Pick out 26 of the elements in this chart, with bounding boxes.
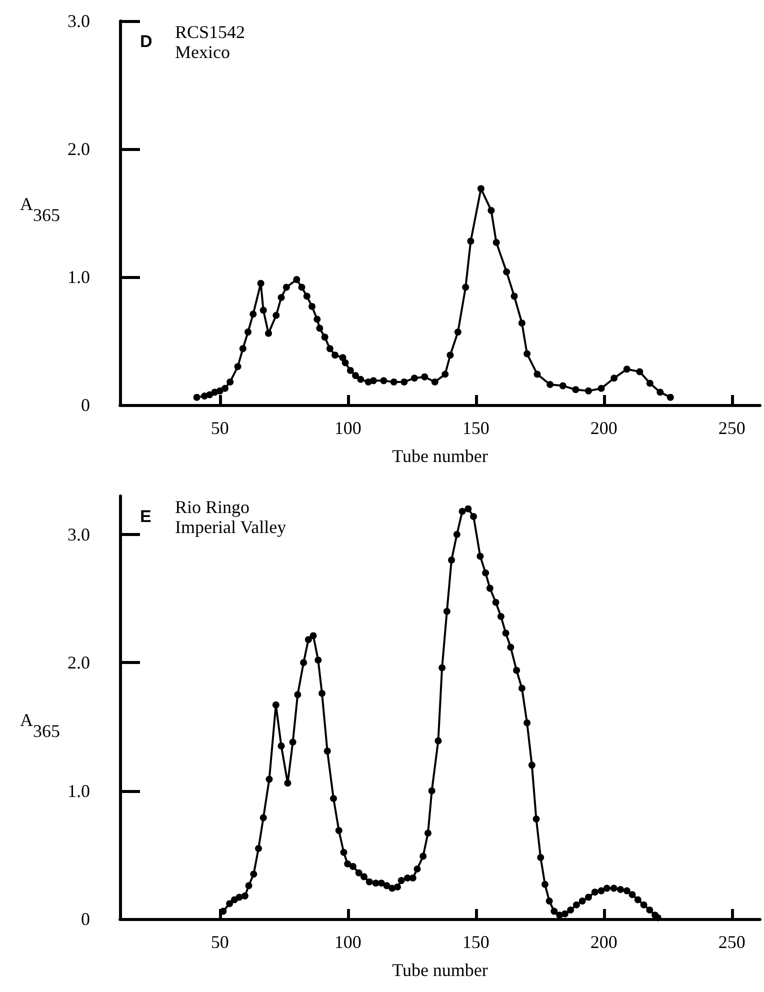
y-tick-label: 0 — [81, 395, 90, 415]
y-tick-label: 1.0 — [68, 267, 90, 287]
x-tick-label: 50 — [210, 418, 229, 438]
annotation: Rio Ringo — [175, 497, 250, 517]
annotation: Mexico — [175, 42, 230, 62]
x-tick-label: 150 — [462, 932, 490, 952]
y-tick-label: 3.0 — [68, 11, 90, 31]
y-tick-label: 3.0 — [68, 524, 90, 544]
x-tick-label: 100 — [334, 932, 362, 952]
annotation: Imperial Valley — [175, 517, 286, 537]
y-tick-label: 2.0 — [68, 139, 90, 159]
y-tick-label: 0 — [81, 909, 90, 929]
annotation: RCS1542 — [175, 22, 246, 42]
x-axis-title: Tube number — [392, 960, 488, 980]
x-tick-label: 150 — [462, 418, 490, 438]
x-axis-title: Tube number — [392, 446, 488, 466]
x-tick-label: 50 — [210, 932, 229, 952]
x-tick-label: 200 — [590, 418, 618, 438]
annotation: D — [140, 32, 152, 51]
x-tick-label: 100 — [334, 418, 362, 438]
annotation: E — [140, 507, 152, 526]
x-tick-label: 250 — [718, 932, 746, 952]
x-tick-label: 200 — [590, 932, 618, 952]
x-tick-label: 250 — [718, 418, 746, 438]
y-tick-label: 1.0 — [68, 780, 90, 801]
y-tick-label: 2.0 — [68, 652, 90, 673]
